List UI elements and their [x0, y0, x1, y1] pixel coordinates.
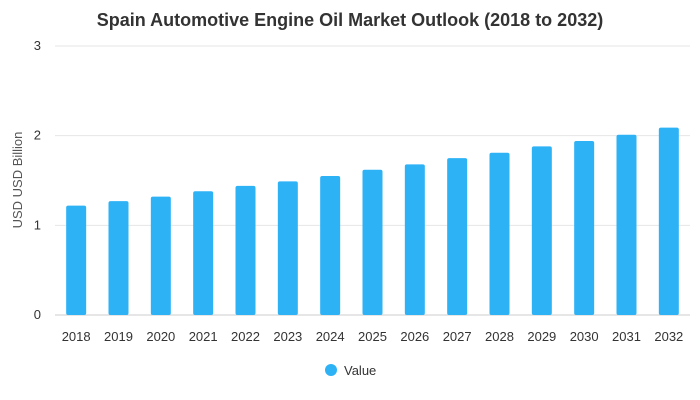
- bar-2027[interactable]: [447, 158, 468, 315]
- bar-2030[interactable]: [574, 141, 595, 315]
- bar-2020[interactable]: [150, 196, 171, 315]
- bar-2028[interactable]: [489, 152, 510, 315]
- x-tick-label: 2019: [104, 329, 133, 344]
- y-axis-ticks: 0 1 2 3: [34, 38, 41, 322]
- x-tick-label: 2032: [654, 329, 683, 344]
- bar-2022[interactable]: [235, 185, 256, 315]
- bar-2024[interactable]: [320, 176, 341, 315]
- x-tick-label: 2018: [62, 329, 91, 344]
- bar-2025[interactable]: [362, 169, 383, 315]
- x-tick-label: 2022: [231, 329, 260, 344]
- bar-2026[interactable]: [404, 164, 425, 315]
- y-axis-label: USD USD Billion: [10, 132, 25, 229]
- x-tick-label: 2021: [189, 329, 218, 344]
- x-axis-ticks: 2018 2019 2020 2021 2022 2023 2024 2025 2026 2027…: [62, 329, 684, 344]
- legend-swatch-value: [325, 364, 337, 376]
- x-tick-label: 2031: [612, 329, 641, 344]
- y-tick-label: 3: [34, 38, 41, 53]
- bar-2031[interactable]: [616, 134, 637, 315]
- bar-2021[interactable]: [193, 191, 214, 315]
- bars: [66, 127, 679, 315]
- bar-2032[interactable]: [658, 127, 679, 315]
- legend-label-value: Value: [344, 363, 376, 378]
- x-tick-label: 2023: [273, 329, 302, 344]
- bar-2018[interactable]: [66, 205, 87, 315]
- bar-2023[interactable]: [277, 181, 298, 315]
- x-tick-label: 2029: [527, 329, 556, 344]
- x-tick-label: 2020: [146, 329, 175, 344]
- chart-title: Spain Automotive Engine Oil Market Outlo…: [97, 10, 603, 30]
- legend[interactable]: Value: [325, 363, 376, 378]
- bar-2029[interactable]: [531, 146, 552, 315]
- y-tick-label: 1: [34, 217, 41, 232]
- x-tick-label: 2028: [485, 329, 514, 344]
- y-tick-label: 2: [34, 128, 41, 143]
- x-tick-label: 2024: [316, 329, 345, 344]
- x-tick-label: 2025: [358, 329, 387, 344]
- y-tick-label: 0: [34, 307, 41, 322]
- x-tick-label: 2026: [400, 329, 429, 344]
- bar-2019[interactable]: [108, 201, 129, 315]
- x-tick-label: 2027: [443, 329, 472, 344]
- x-tick-label: 2030: [570, 329, 599, 344]
